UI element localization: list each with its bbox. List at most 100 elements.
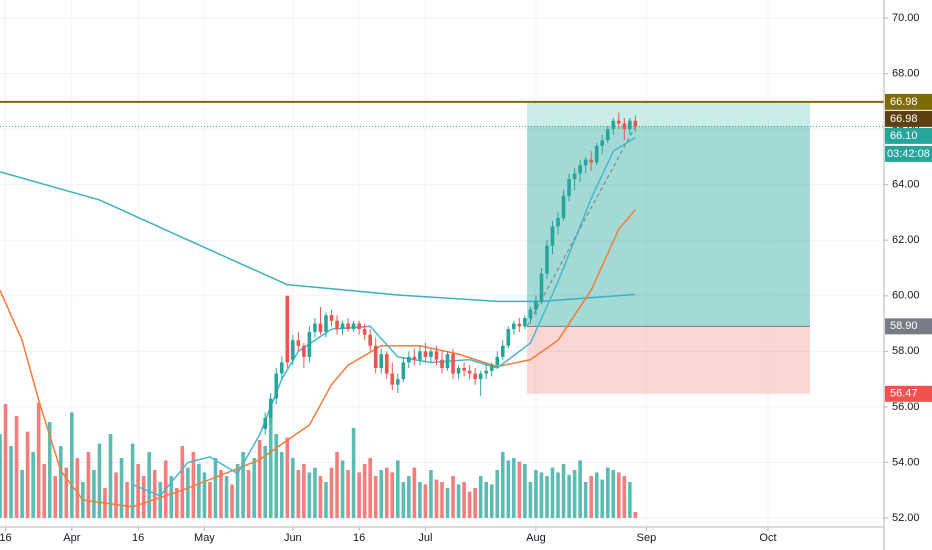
volume-bar (0, 434, 2, 518)
volume-bar (451, 476, 455, 518)
candle-body (340, 323, 345, 330)
volume-bar (3, 404, 8, 518)
volume-bar (617, 472, 621, 518)
volume-bar (578, 460, 582, 518)
price-pane (0, 100, 884, 518)
candle-body (368, 334, 372, 346)
volume-bar (136, 464, 140, 518)
x-tick-label: May (194, 532, 215, 544)
volume-bar (202, 472, 207, 518)
volume-bar (351, 428, 356, 518)
candle-body (456, 368, 461, 374)
candle-body (462, 368, 466, 371)
candle-body (534, 301, 538, 310)
volume-bar (219, 470, 223, 518)
position-unrealized (527, 101, 810, 127)
candle-body (589, 159, 593, 163)
candle-body (440, 359, 444, 368)
volume-bar (340, 460, 345, 518)
price-label: 66.98 (890, 113, 918, 125)
volume-bar (147, 452, 151, 518)
volume-bar (484, 482, 488, 518)
volume-bar (539, 472, 544, 518)
volume-bar (125, 482, 129, 518)
volume-bar (362, 464, 367, 518)
volume-bar (9, 446, 13, 518)
candle-body (583, 159, 588, 166)
volume-bar (523, 464, 527, 518)
volume-bar (434, 479, 439, 518)
candle-body (296, 340, 301, 346)
moving-average (0, 209, 636, 508)
volume-bar (307, 472, 312, 518)
candle-body (467, 370, 472, 374)
volume-bar (252, 458, 256, 518)
volume-bar (20, 470, 24, 518)
price-label: 66.10 (890, 130, 918, 142)
candle-body (351, 323, 356, 330)
volume-bar (158, 482, 163, 518)
y-tick-label: 58.00 (892, 345, 920, 357)
volume-bar (291, 458, 295, 518)
volume-bar (545, 476, 549, 518)
candle-body (307, 331, 312, 357)
candle-body (633, 120, 638, 127)
volume-bar (70, 412, 74, 518)
candle-body (473, 373, 477, 380)
volume-bar (506, 460, 511, 518)
position-profit (527, 101, 810, 327)
candle-body (324, 315, 328, 332)
position-path (526, 126, 636, 327)
volume-bar (396, 460, 400, 518)
countdown-bg (885, 145, 932, 162)
volume-bar (528, 482, 533, 518)
candle-body (611, 120, 616, 130)
candle-body (622, 123, 627, 130)
volume-bar (302, 464, 306, 518)
volume-bar (489, 484, 494, 518)
volume-bar (285, 437, 290, 518)
volume-bar (622, 476, 627, 518)
volume-bar (412, 467, 417, 518)
volume-bar (92, 470, 96, 518)
candle-body (484, 370, 488, 374)
y-tick-label: 68.00 (892, 67, 920, 79)
volume-bar (169, 476, 174, 518)
volume-bar (423, 484, 428, 518)
candle-body (572, 173, 577, 180)
volume-bar (246, 470, 251, 518)
volume-bar (296, 470, 301, 518)
volume-bar (241, 452, 245, 518)
candle-body (600, 140, 605, 146)
candle-body (528, 309, 533, 318)
volume-bar (268, 416, 273, 518)
candle-body (434, 351, 439, 360)
volume-bar (230, 484, 234, 518)
candle-body (578, 165, 582, 174)
candle-body (523, 318, 527, 327)
volume-bar (368, 458, 372, 518)
volume-bar (175, 488, 179, 518)
volume-bar (556, 472, 560, 518)
volume-bar (329, 467, 334, 518)
volume-bar (534, 470, 538, 518)
candle-body (346, 323, 350, 330)
volume-bar (478, 476, 483, 518)
candle-body (495, 356, 500, 366)
x-tick-label: Jun (284, 532, 302, 544)
x-tick-label: Oct (759, 532, 776, 544)
volume-bar (42, 464, 46, 518)
volume-bar (119, 458, 124, 518)
volume-bar (313, 467, 317, 518)
volume-bar (512, 458, 516, 518)
volume-bar (318, 476, 323, 518)
x-tick-label: 16 (132, 532, 144, 544)
moving-average (0, 171, 636, 303)
volume-bar (14, 416, 19, 518)
x-tick-label: 16 (0, 532, 12, 544)
volume-bar (25, 431, 30, 518)
position-loss (527, 326, 810, 394)
candle-body (379, 354, 384, 368)
candle-body (407, 356, 411, 363)
